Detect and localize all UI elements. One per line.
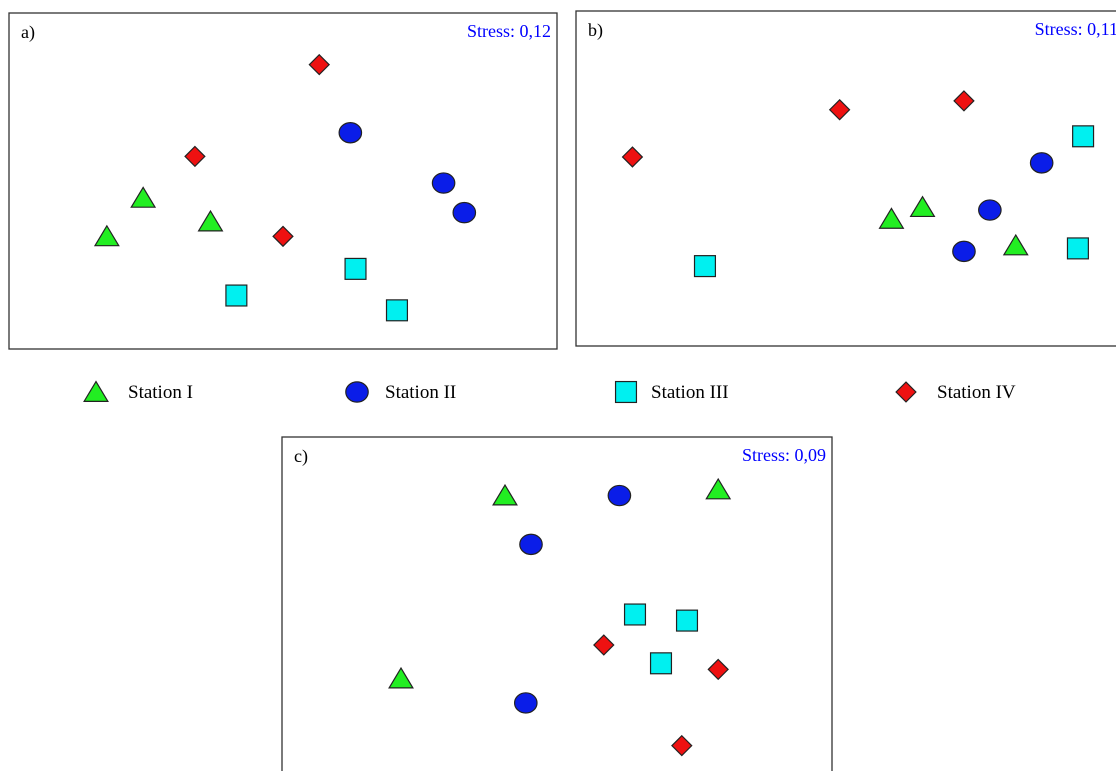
point-station-i (492, 483, 518, 506)
point-station-iv (593, 634, 615, 656)
point-station-iii (385, 299, 409, 322)
point-station-i (197, 209, 224, 232)
point-station-iii (693, 255, 717, 278)
point-station-i (1002, 233, 1029, 256)
point-station-iv (953, 90, 975, 112)
point-station-iv (671, 734, 693, 757)
panel-frame (575, 10, 1116, 347)
nmds-panel-2: b) Stress: 0,11 (575, 10, 1116, 347)
point-station-iv (184, 145, 206, 168)
point-station-iii (675, 609, 699, 632)
point-station-i (388, 666, 414, 689)
point-station-ii (978, 199, 1002, 221)
legend-label: Station III (651, 382, 729, 403)
legend-label: Station II (385, 382, 456, 403)
point-station-i (878, 207, 905, 229)
point-station-ii (519, 533, 543, 556)
point-station-ii (431, 172, 456, 194)
panel-frame (281, 436, 833, 771)
point-station-ii (513, 692, 538, 714)
stress-label: Stress: 0,09 (742, 445, 826, 465)
point-station-ii (1029, 152, 1054, 174)
point-station-iii (1072, 125, 1095, 148)
point-station-iii (225, 284, 248, 307)
legend-marker-station-iv (895, 381, 917, 403)
point-station-ii (607, 484, 632, 507)
legend-item-station-iii: Station III (614, 380, 729, 404)
nmds-panel-3: c) Stress: 0,09 (281, 436, 833, 771)
point-station-ii (952, 240, 976, 263)
point-station-ii (338, 121, 363, 144)
point-station-iv (308, 53, 331, 76)
legend: Station I Station II Station III Station IV (83, 380, 1016, 404)
legend-item-station-ii: Station II (345, 381, 456, 403)
point-station-iv (621, 146, 644, 168)
point-station-iii (649, 652, 673, 675)
stress-label: Stress: 0,12 (467, 21, 551, 41)
point-station-ii (452, 201, 477, 224)
point-station-i (93, 224, 120, 247)
legend-label: Station IV (937, 382, 1016, 403)
legend-marker-station-i (83, 380, 109, 402)
panels-layer: a) Stress: 0,12 b) Stress: 0,11 c) Stress: 0,… (8, 10, 1116, 771)
point-station-iv (272, 225, 294, 248)
point-station-iii (1066, 237, 1089, 260)
point-station-i (909, 195, 936, 218)
point-station-iii (623, 603, 647, 626)
point-station-iv (828, 99, 851, 121)
legend-item-station-iv: Station IV (895, 381, 1016, 403)
panel-label: b) (588, 20, 603, 41)
legend-marker-station-iii (614, 380, 638, 404)
point-station-i (705, 477, 732, 500)
point-station-iii (344, 257, 367, 280)
legend-marker-station-ii (345, 381, 369, 403)
nmds-panel-1: a) Stress: 0,12 (8, 12, 558, 350)
point-station-i (130, 186, 157, 208)
panel-frame (8, 12, 558, 350)
legend-item-station-i: Station I (83, 380, 193, 403)
point-station-iv (707, 658, 729, 681)
legend-label: Station I (128, 382, 193, 403)
stress-label: Stress: 0,11 (1035, 19, 1116, 39)
panel-label: a) (21, 22, 35, 43)
panel-label: c) (294, 446, 308, 467)
